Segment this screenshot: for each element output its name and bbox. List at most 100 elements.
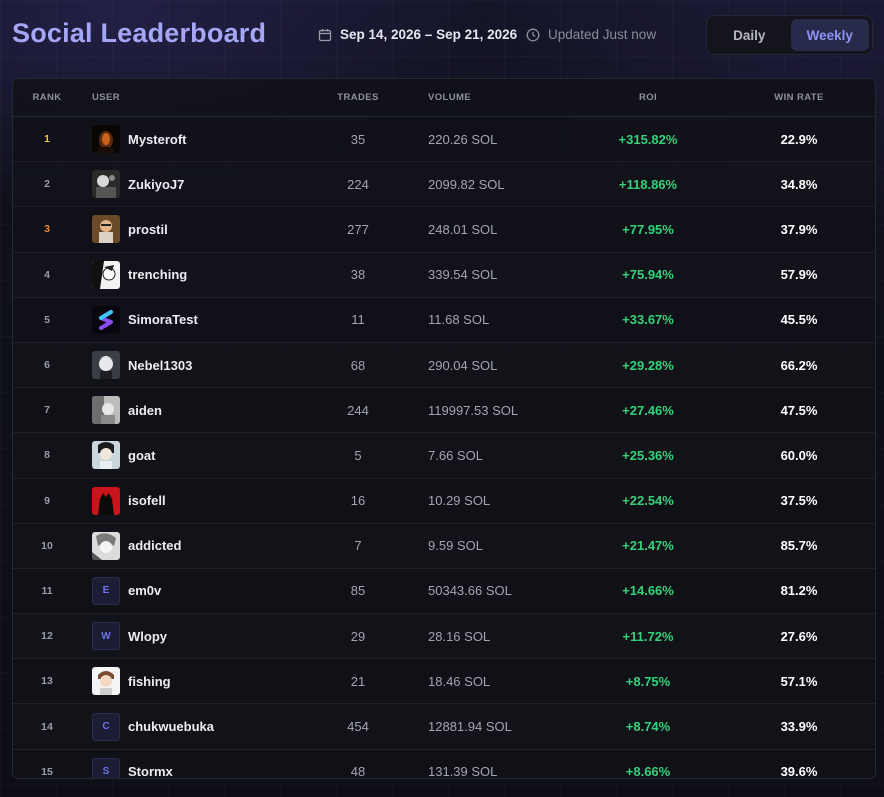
rank-number: 1 — [44, 133, 50, 146]
username[interactable]: aiden — [128, 402, 162, 418]
updated-status: Updated Just now — [526, 27, 656, 42]
win-rate-value: 57.9% — [780, 267, 818, 283]
username[interactable]: isofell — [128, 493, 166, 509]
user-cell[interactable]: S Stormx — [92, 750, 312, 779]
user-cell[interactable]: Nebel1303 — [92, 343, 312, 387]
table-row[interactable]: 9 isofell 16 10.29 SOL +22.54% 37.5% — [13, 479, 875, 524]
table-row[interactable]: 8 goat 5 7.66 SOL +25.36% 60.0% — [13, 433, 875, 479]
column-header-rank[interactable]: RANK — [32, 92, 62, 103]
user-cell[interactable]: W Wlopy — [92, 614, 312, 658]
username[interactable]: addicted — [128, 538, 182, 554]
trades-cell: 85 — [308, 569, 408, 613]
trades-value: 277 — [347, 221, 369, 237]
roi-cell: +8.66% — [573, 750, 723, 779]
volume-cell: 18.46 SOL — [428, 659, 588, 703]
column-header-volume[interactable]: VOLUME — [428, 92, 472, 103]
username[interactable]: Mysteroft — [128, 131, 187, 147]
trades-cell: 35 — [308, 117, 408, 161]
tab-daily[interactable]: Daily — [710, 19, 789, 51]
rank-number: 6 — [44, 359, 50, 372]
table-row[interactable]: 15 S Stormx 48 131.39 SOL +8.66% 39.6% — [13, 750, 875, 779]
win-rate-value: 57.1% — [780, 673, 818, 689]
rank-cell: 12 — [13, 614, 81, 658]
column-header-user[interactable]: USER — [92, 92, 120, 103]
avatar — [92, 486, 120, 515]
rank-cell: 7 — [13, 388, 81, 432]
username[interactable]: prostil — [128, 221, 168, 237]
table-row[interactable]: 10 addicted 7 9.59 SOL +21.47% 85.7% — [13, 524, 875, 569]
table-row[interactable]: 12 W Wlopy 29 28.16 SOL +11.72% 27.6% — [13, 614, 875, 660]
user-cell[interactable]: goat — [92, 433, 312, 477]
username[interactable]: ZukiyoJ7 — [128, 176, 185, 192]
column-header-trades[interactable]: TRADES — [337, 92, 379, 103]
table-row[interactable]: 4 trenching 38 339.54 SOL +75.94% 57.9% — [13, 253, 875, 298]
tab-weekly[interactable]: Weekly — [790, 19, 869, 51]
volume-cell: 290.04 SOL — [428, 343, 588, 387]
username[interactable]: trenching — [128, 267, 188, 283]
user-cell[interactable]: addicted — [92, 524, 312, 568]
column-header-roi[interactable]: ROI — [638, 92, 658, 103]
roi-cell: +75.94% — [573, 253, 723, 297]
volume-value: 339.54 SOL — [428, 267, 498, 283]
roi-value: +8.75% — [625, 673, 671, 689]
table-row[interactable]: 2 ZukiyoJ7 224 2099.82 SOL +118.86% 34.8… — [13, 162, 875, 208]
trades-cell: 38 — [308, 253, 408, 297]
user-cell[interactable]: isofell — [92, 479, 312, 523]
username[interactable]: chukwuebuka — [128, 719, 214, 735]
trades-cell: 29 — [308, 614, 408, 658]
user-cell[interactable]: fishing — [92, 659, 312, 703]
rank-number: 14 — [41, 720, 53, 733]
user-cell[interactable]: SimoraTest — [92, 298, 312, 342]
user-cell[interactable]: ZukiyoJ7 — [92, 162, 312, 206]
column-header-win-rate[interactable]: WIN RATE — [774, 92, 824, 103]
rank-cell: 3 — [13, 207, 81, 251]
username[interactable]: Wlopy — [128, 628, 167, 644]
table-row[interactable]: 6 Nebel1303 68 290.04 SOL +29.28% 66.2% — [13, 343, 875, 389]
username[interactable]: goat — [128, 447, 156, 463]
trades-value: 244 — [347, 402, 369, 418]
trades-value: 11 — [351, 312, 365, 328]
username[interactable]: Nebel1303 — [128, 357, 193, 373]
trades-value: 21 — [350, 673, 366, 689]
table-row[interactable]: 1 Mysteroft 35 220.26 SOL +315.82% 22.9% — [13, 117, 875, 163]
user-cell[interactable]: aiden — [92, 388, 312, 432]
avatar — [92, 531, 120, 560]
username[interactable]: fishing — [128, 673, 171, 689]
volume-value: 248.01 SOL — [428, 221, 498, 237]
date-range: Sep 14, 2026 – Sep 21, 2026 — [318, 27, 517, 42]
trades-cell: 11 — [308, 298, 408, 342]
rank-number: 8 — [44, 449, 50, 462]
roi-value: +8.66% — [625, 764, 671, 779]
win-rate-cell: 37.5% — [725, 479, 873, 523]
user-cell[interactable]: prostil — [92, 207, 312, 251]
avatar — [92, 215, 120, 244]
user-cell[interactable]: Mysteroft — [92, 117, 312, 161]
table-row[interactable]: 7 aiden 244 119997.53 SOL +27.46% 47.5% — [13, 388, 875, 434]
roi-value: +29.28% — [622, 357, 674, 373]
user-cell[interactable]: trenching — [92, 253, 312, 297]
table-row[interactable]: 3 prostil 277 248.01 SOL +77.95% 37.9% — [13, 207, 875, 253]
volume-value: 28.16 SOL — [428, 628, 491, 644]
roi-cell: +77.95% — [573, 207, 723, 251]
rank-number: 5 — [44, 313, 50, 326]
volume-cell: 131.39 SOL — [428, 750, 588, 778]
trades-cell: 7 — [308, 524, 408, 568]
username[interactable]: em0v — [128, 583, 162, 599]
trades-value: 16 — [350, 493, 366, 509]
trades-cell: 48 — [308, 750, 408, 778]
table-row[interactable]: 5 SimoraTest 11 11.68 SOL +33.67% 45.5% — [13, 298, 875, 343]
volume-value: 12881.94 SOL — [428, 719, 512, 735]
username[interactable]: Stormx — [128, 764, 173, 779]
rank-cell: 10 — [13, 524, 81, 568]
table-row[interactable]: 13 fishing 21 18.46 SOL +8.75% 57.1% — [13, 659, 875, 705]
roi-value: +22.54% — [622, 493, 674, 509]
roi-cell: +11.72% — [573, 614, 723, 658]
win-rate-value: 81.2% — [780, 583, 818, 599]
roi-cell: +29.28% — [573, 343, 723, 387]
win-rate-value: 47.5% — [780, 402, 818, 418]
username[interactable]: SimoraTest — [128, 312, 198, 328]
